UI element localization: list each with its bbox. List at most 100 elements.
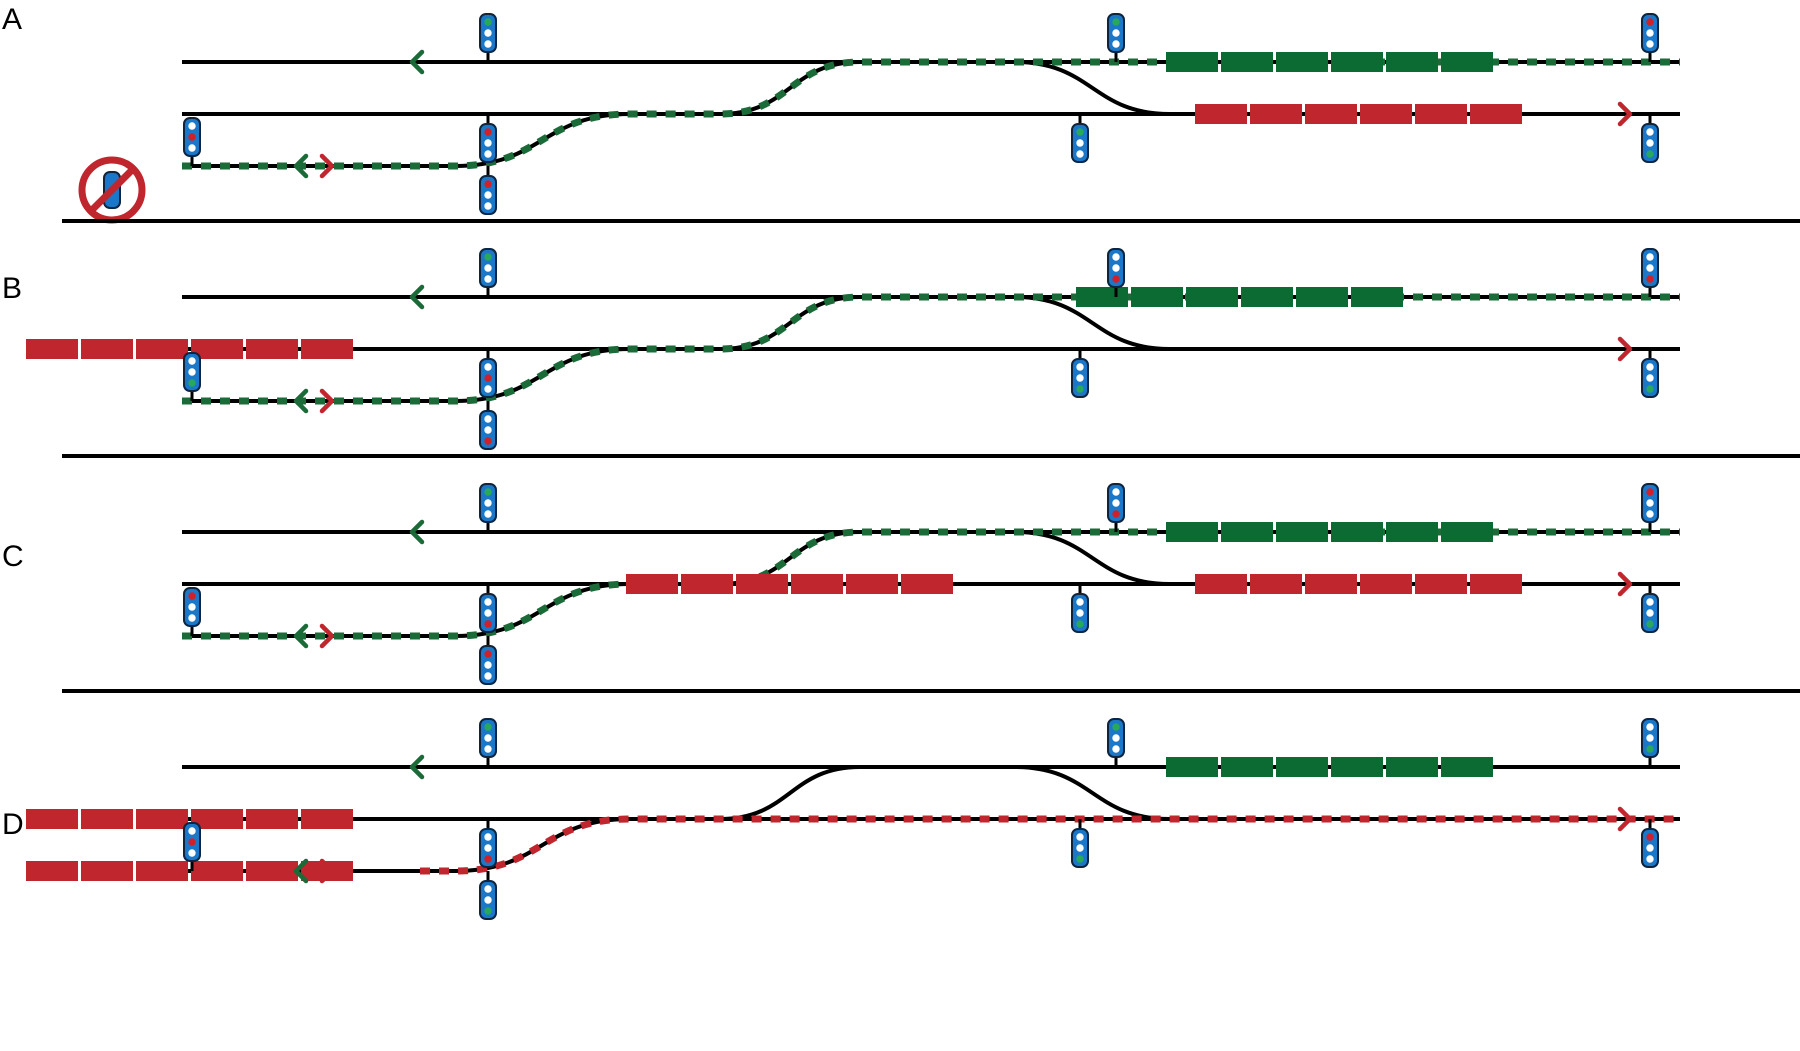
signal-lamp-off	[1646, 363, 1654, 371]
train-red-car	[846, 574, 898, 594]
direction-right-chevron	[319, 153, 335, 179]
signal-2	[1107, 248, 1125, 297]
direction-left-chevron	[409, 519, 425, 545]
signal-lamp-off	[1112, 29, 1120, 37]
crossover-track	[719, 765, 861, 821]
train-red-car	[26, 339, 78, 359]
signal-lamp-off	[188, 827, 196, 835]
signal-lamp-off	[1646, 128, 1654, 136]
signal-2	[1107, 13, 1125, 62]
signal-lamp-off	[1646, 510, 1654, 518]
train-red-car	[1415, 574, 1467, 594]
signal-lamp-off	[188, 849, 196, 857]
signal-lamp-off	[484, 385, 492, 393]
panel-label: B	[2, 272, 22, 305]
signal-8	[1641, 718, 1659, 767]
signal-lamp-off	[1646, 723, 1654, 731]
signal-lamp-off	[188, 144, 196, 152]
signal-lamp-off	[1646, 40, 1654, 48]
train-green-car	[1441, 522, 1493, 542]
direction-left-chevron	[293, 623, 309, 649]
train-green-car	[1221, 522, 1273, 542]
signal-1	[479, 248, 497, 297]
panel-d: D	[2, 718, 1680, 920]
signal-lamp-red	[188, 133, 196, 141]
crossover-track	[1014, 60, 1171, 116]
panel-c: C	[2, 483, 1680, 685]
signal-8	[1641, 13, 1659, 62]
signal-6	[479, 636, 497, 685]
signal-lamp-off	[1646, 734, 1654, 742]
train-red-car	[1415, 104, 1467, 124]
signal-3	[479, 819, 497, 868]
signal-lamp-off	[484, 426, 492, 434]
signal-4	[1071, 349, 1089, 398]
signal-lamp-off	[484, 150, 492, 158]
signal-1	[479, 483, 497, 532]
signal-lamp-red	[1646, 18, 1654, 26]
signal-lamp-red	[484, 180, 492, 188]
signal-lamp-green	[1076, 128, 1084, 136]
signal-lamp-off	[484, 885, 492, 893]
train-red-car	[81, 339, 133, 359]
route-green	[182, 58, 1680, 170]
signal-lamp-off	[1646, 139, 1654, 147]
train-green-car	[1166, 52, 1218, 72]
signal-8	[1641, 248, 1659, 297]
signal-3	[479, 584, 497, 633]
signal-lamp-off	[1076, 844, 1084, 852]
prohibition-slash	[88, 166, 136, 214]
signal-lamp-green	[1076, 385, 1084, 393]
signal-lamp-green	[484, 907, 492, 915]
train-red-car	[1250, 104, 1302, 124]
train-green-car	[1241, 287, 1293, 307]
direction-left-chevron	[293, 153, 309, 179]
panel-b: B	[2, 248, 1680, 450]
signal-lamp-green	[484, 253, 492, 261]
train-red-car	[191, 809, 243, 829]
train-green-car	[1131, 287, 1183, 307]
signal-lamp-off	[484, 734, 492, 742]
crossover-track	[719, 295, 861, 351]
train-green-car	[1386, 522, 1438, 542]
signal-8	[1641, 483, 1659, 532]
signal-lamp-off	[1646, 253, 1654, 261]
signal-lamp-red	[484, 374, 492, 382]
crossover-track	[719, 60, 861, 116]
train-red-car	[1195, 574, 1247, 594]
signal-lamp-green	[1646, 385, 1654, 393]
direction-left-chevron	[293, 858, 309, 884]
signal-lamp-green	[484, 488, 492, 496]
train-red-car	[681, 574, 733, 594]
signal-lamp-off	[484, 844, 492, 852]
signal-lamp-green	[484, 18, 492, 26]
signal-lamp-off	[188, 603, 196, 611]
train-red-car	[191, 339, 243, 359]
direction-left-chevron	[293, 388, 309, 414]
signal-lamp-off	[1646, 499, 1654, 507]
signal-lamp-off	[484, 40, 492, 48]
train-green-car	[1331, 522, 1383, 542]
signal-lamp-off	[1646, 29, 1654, 37]
train-red-car	[81, 809, 133, 829]
crossover-track	[1014, 530, 1171, 586]
direction-left-chevron	[409, 284, 425, 310]
signal-lamp-off	[1076, 363, 1084, 371]
train-red-car	[1305, 574, 1357, 594]
signal-lamp-green	[1076, 855, 1084, 863]
train-green-car	[1276, 757, 1328, 777]
signal-lamp-off	[484, 275, 492, 283]
panel-label: A	[2, 3, 22, 36]
direction-right-chevron	[1617, 101, 1633, 127]
signal-lamp-off	[1076, 139, 1084, 147]
signal-lamp-off	[188, 368, 196, 376]
signal-lamp-off	[1112, 40, 1120, 48]
signal-5	[183, 822, 201, 871]
signal-lamp-off	[1646, 855, 1654, 863]
signal-lamp-off	[484, 745, 492, 753]
signal-1	[479, 718, 497, 767]
train-red-car	[1250, 574, 1302, 594]
train-green-car	[1441, 757, 1493, 777]
signal-lamp-green	[1076, 620, 1084, 628]
signal-7	[1641, 584, 1659, 633]
